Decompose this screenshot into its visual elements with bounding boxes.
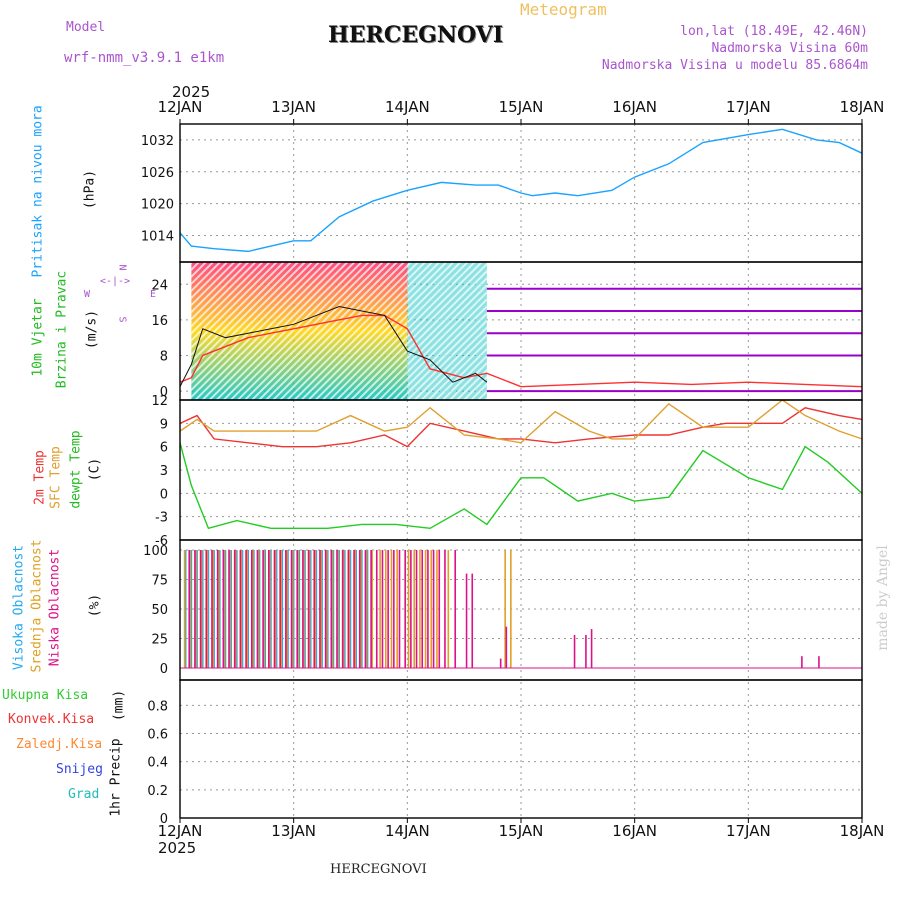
legend-zaledj-kisa: Zaledj.Kisa [16,737,103,752]
lonlat-label: lon,lat (18.49E, 42.46N) [680,24,868,39]
model-name: wrf-nmm_v3.9.1 e1km [64,50,225,66]
compass-s: S [116,316,128,323]
cloud-tick-label: 0 [160,662,168,677]
wind-transition-hatch [407,262,487,400]
temp-tick-label: 3 [160,464,168,479]
elevation-label: Nadmorska Visina 60m [711,41,868,56]
grid-layer [180,124,862,819]
x-tick-label-top: 17JAN [726,98,771,116]
pressure-line [179,128,863,253]
x-tick-label-bottom: 15JAN [499,822,544,840]
tick-layer: 1014102010261032081624-6-303691202550751… [141,83,884,857]
precip-tick-label: 0.4 [147,756,168,771]
x-tick-label-bottom: 17JAN [726,822,771,840]
compass-w: W [84,289,91,300]
x-tick-label-bottom: 18JAN [840,822,885,840]
wind-fill-layer [191,262,487,400]
x-tick-label-bottom: 13JAN [271,822,316,840]
x-tick-label-bottom: 14JAN [385,822,430,840]
x-tick-label-bottom: 16JAN [612,822,657,840]
precip-tick-label: 0.8 [147,699,168,714]
temp-tick-label: 0 [160,487,168,502]
compass-e: E [150,289,157,300]
pressure-tick-label: 1032 [141,134,174,149]
cloud-tick-label: 75 [151,574,168,589]
series-layer [179,128,863,669]
x-tick-label-top: 14JAN [385,98,430,116]
x-tick-label-bottom: 12JAN [158,822,203,840]
product-title: Meteogram [520,0,607,19]
legend-ukupna-kisa: Ukupna Kisa [2,688,89,703]
model-label: Model [66,20,106,35]
model-elevation-label: Nadmorska Visina u modelu 85.6864m [601,58,868,73]
precip-tick-label: 0.6 [147,728,168,743]
compass-arrows: <-|-> [100,276,131,287]
legend-snijeg: Snijeg [56,762,103,777]
x-tick-label-top: 13JAN [271,98,316,116]
wind-tick-label: 0 [160,385,168,400]
temp-tick-label: -6 [155,534,168,549]
pressure-tick-label: 1014 [141,229,174,244]
footer-station: HERCEGNOVI [330,862,427,877]
wind-tick-label: 24 [151,278,168,293]
x-tick-label-top: 18JAN [840,98,885,116]
temp-tick-label: 12 [151,394,168,409]
wind-tick-label: 16 [151,314,168,329]
x-tick-label-top: 15JAN [499,98,544,116]
dewpt-line [179,442,863,530]
pressure-tick-label: 1026 [141,166,174,181]
precip-tick-label: 0 [160,812,168,827]
precip-tick-label: 0.2 [147,784,168,799]
wind-hatch-overlay [191,262,408,400]
cloud-tick-label: 100 [143,544,168,559]
x-tick-label-top: 16JAN [612,98,657,116]
legend-konvek-kisa: Konvek.Kisa [8,712,95,727]
temp-tick-label: 9 [160,417,168,432]
wind-speed-line [179,305,488,387]
temp-sfc-line [179,399,863,444]
x-year-top: 2025 [172,83,210,101]
legend-grad: Grad [68,787,100,802]
cloud-tick-label: 50 [151,603,168,618]
station-title: HERCEGNOVI [328,22,504,48]
x-tick-label-top: 12JAN [158,98,203,116]
wind-gust-line [179,314,863,388]
temp-tick-label: 6 [160,441,168,456]
x-year-bottom: 2025 [158,839,196,857]
wind-tick-label: 8 [160,349,168,364]
compass-n: N [116,264,128,271]
temp-tick-label: -3 [155,511,168,526]
pressure-tick-label: 1020 [141,198,174,213]
cloud-tick-label: 25 [151,633,168,648]
